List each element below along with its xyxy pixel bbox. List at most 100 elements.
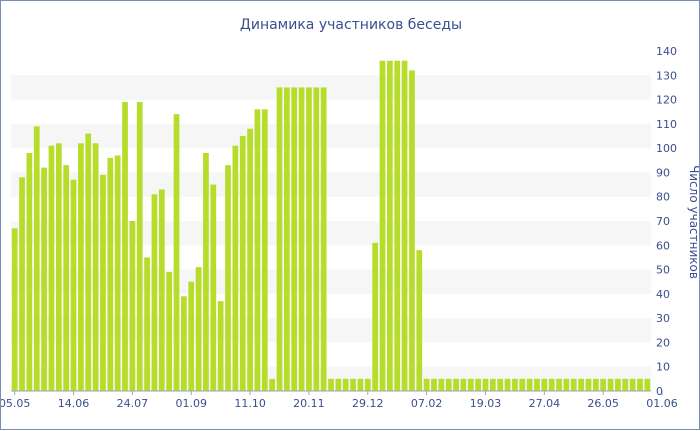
grid-band (11, 269, 651, 294)
y-tick-label: 80 (656, 191, 670, 204)
y-axis-label: Число участников (687, 165, 700, 279)
bar (151, 194, 158, 391)
x-tick-label: 20.11 (293, 397, 325, 410)
bar (512, 378, 518, 391)
bar (482, 378, 489, 391)
y-tick-label: 0 (656, 385, 663, 398)
bar (548, 378, 555, 391)
bar (166, 272, 173, 391)
bar (416, 250, 423, 391)
y-ticks: 0 10 20 30 40 50 60 70 80 90 100 110 120 130 140 (656, 45, 677, 398)
bar (320, 87, 327, 392)
x-tick-label: 01.09 (175, 397, 207, 410)
y-tick-label: 140 (656, 45, 677, 58)
bar (622, 378, 629, 391)
bar (217, 301, 224, 391)
bar (460, 378, 467, 391)
bar (11, 228, 18, 391)
bar (247, 128, 253, 391)
bar (526, 378, 533, 391)
bar (78, 143, 84, 391)
bar (342, 378, 349, 391)
bar (195, 267, 202, 391)
bar (328, 378, 334, 391)
bar (386, 60, 393, 392)
x-tick-label: 24.07 (117, 397, 149, 410)
grid-band (11, 75, 651, 100)
bar (261, 109, 268, 391)
bar (570, 378, 577, 391)
bar (379, 60, 386, 392)
bar (585, 378, 592, 391)
bar (70, 179, 77, 391)
bar (534, 378, 540, 391)
grid-bands (11, 75, 651, 391)
grid-band (11, 123, 651, 149)
bar (541, 378, 548, 391)
x-tick-label: 14.06 (58, 397, 90, 410)
bar (497, 378, 504, 391)
x-ticks: 05.05 14.06 24.07 01.09 11.10 20.11 29.12 07.02… (1, 391, 678, 410)
grid-band (11, 318, 651, 343)
y-tick-label: 130 (656, 69, 677, 82)
bar (607, 378, 614, 391)
bar (431, 378, 437, 391)
bar (239, 136, 246, 391)
bar (158, 189, 165, 391)
bar (210, 184, 217, 391)
bar (335, 378, 342, 391)
bar (107, 157, 114, 391)
bar (129, 221, 136, 391)
bar (63, 165, 70, 391)
bar (423, 378, 430, 391)
bar (445, 378, 452, 391)
y-tick-label: 120 (656, 94, 677, 107)
x-tick-label: 01.06 (646, 397, 678, 410)
bar (615, 378, 621, 391)
bar (298, 87, 305, 392)
bar (203, 153, 209, 391)
bar (409, 70, 415, 392)
x-tick-label: 26.05 (587, 397, 619, 410)
bar (504, 378, 511, 391)
bar (41, 167, 47, 391)
bar (401, 60, 408, 392)
bar (114, 155, 121, 391)
bar (55, 143, 62, 391)
bar (364, 378, 371, 391)
bar (592, 378, 599, 391)
x-tick-label: 11.10 (234, 397, 266, 410)
bar (291, 87, 298, 392)
bar (306, 87, 312, 392)
bar (173, 114, 180, 391)
bar (254, 109, 261, 391)
bar (453, 378, 459, 391)
bar (232, 145, 239, 391)
bar (578, 378, 584, 391)
bar (600, 378, 607, 391)
y-tick-label: 60 (656, 239, 670, 252)
bar (637, 378, 643, 391)
y-tick-label: 30 (656, 312, 670, 325)
bar (489, 378, 496, 391)
bar (33, 126, 40, 391)
x-tick-label: 07.02 (411, 397, 443, 410)
y-tick-label: 100 (656, 142, 677, 155)
bar (225, 165, 231, 391)
bar (350, 378, 356, 391)
bar (136, 102, 143, 391)
y-tick-label: 10 (656, 361, 670, 374)
bar (467, 378, 474, 391)
bar (269, 378, 276, 391)
bar (475, 378, 481, 391)
x-tick-label: 19.03 (470, 397, 502, 410)
bar (283, 87, 290, 392)
grid-band (11, 221, 651, 246)
x-tick-label: 27.04 (529, 397, 561, 410)
bar (629, 378, 636, 391)
bar (188, 281, 195, 391)
bar (519, 378, 526, 391)
bar (26, 153, 33, 391)
